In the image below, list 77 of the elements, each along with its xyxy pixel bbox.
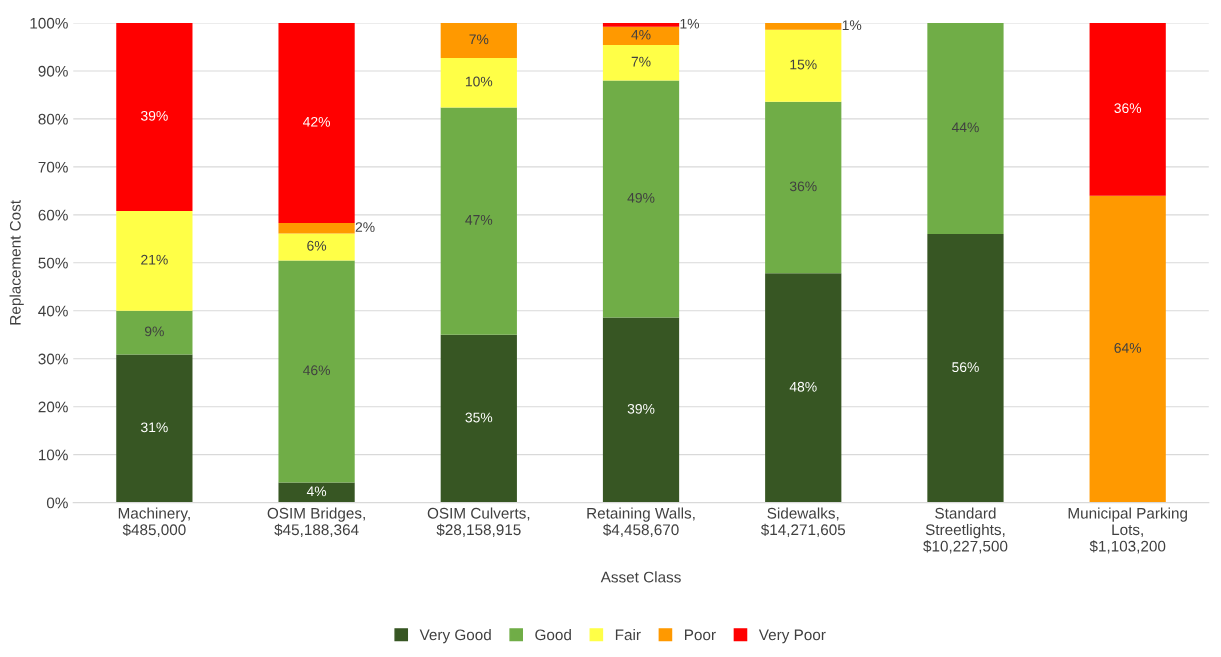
data-label: 10% [465,76,493,87]
legend-label: Poor [685,629,716,641]
data-label: 36% [1114,103,1142,114]
bar [602,26,680,46]
x-tick-label: Machinery, $485,000 [118,507,190,537]
data-label: 21% [141,254,168,265]
bar [116,310,193,355]
x-axis-title: Asset Class [600,571,681,583]
bar [278,482,355,503]
y-tick-label: 0% [46,497,68,509]
bar [278,22,355,223]
data-label: 39% [141,110,168,121]
data-label: 1% [680,18,700,29]
x-tick-label: Retaining Walls, $4,458,670 [587,507,695,537]
bar [278,233,355,261]
y-tick-label: 60% [38,209,68,221]
bar [116,211,193,311]
x-tick-label: Municipal Parking Lots, $1,103,200 [1068,507,1187,554]
data-label: 36% [789,181,817,192]
y-tick-label: 50% [38,257,68,269]
y-tick-label: 90% [38,65,68,77]
y-tick-label: 100% [30,17,68,29]
y-tick-label: 10% [38,449,68,461]
bar [765,101,842,274]
data-label: 44% [951,122,979,133]
data-label: 1% [842,20,862,31]
legend-label: Fair [615,629,641,641]
x-tick-label: Sidewalks, $14,271,605 [760,507,846,537]
data-label: 9% [144,326,164,337]
bar [927,22,1004,235]
data-label: 56% [952,362,979,373]
y-tick-label: 40% [38,305,68,317]
data-label: 4% [306,486,327,497]
y-tick-label: 20% [38,401,68,413]
data-label: 4% [631,29,651,40]
bar [278,222,355,234]
bar [116,22,193,211]
y-axis-title: Replacement Cost [9,200,24,325]
data-label: 31% [141,422,168,433]
data-label: 39% [627,403,655,414]
data-label: 42% [303,116,330,127]
data-label: 35% [465,412,493,423]
bar [440,58,517,108]
data-label: 46% [303,365,330,376]
y-tick-label: 30% [38,353,68,365]
bar [116,354,193,503]
bar [602,45,680,81]
legend-label: Good [535,629,571,641]
bar [765,22,842,30]
bar [1089,22,1166,196]
y-tick-label: 70% [38,161,68,173]
legend-label: Very Good [419,629,491,644]
y-tick-label: 80% [38,113,68,125]
bar [440,107,517,335]
x-tick-label: Standard Streetlights, $10,227,500 [923,507,1008,554]
bar [602,317,680,503]
data-label: 7% [469,34,489,45]
bar [602,80,680,318]
bar [278,260,355,483]
bar [765,273,842,503]
data-label: 15% [790,59,817,70]
x-tick-label: OSIM Culverts, $28,158,915 [427,507,530,537]
data-label: 64% [1114,343,1142,353]
data-label: 2% [355,222,375,232]
legend-label: Very Poor [758,629,826,644]
bar [602,22,680,27]
bar [440,334,517,503]
x-tick-label: OSIM Bridges, $45,188,364 [267,507,365,537]
data-label: 48% [789,381,817,392]
data-label: 6% [307,240,327,251]
data-label: 7% [631,56,651,67]
bar [1089,195,1166,503]
bar [765,29,842,102]
data-label: 49% [627,192,655,203]
bar [927,234,1004,503]
bar [440,22,517,59]
data-label: 47% [465,215,493,225]
